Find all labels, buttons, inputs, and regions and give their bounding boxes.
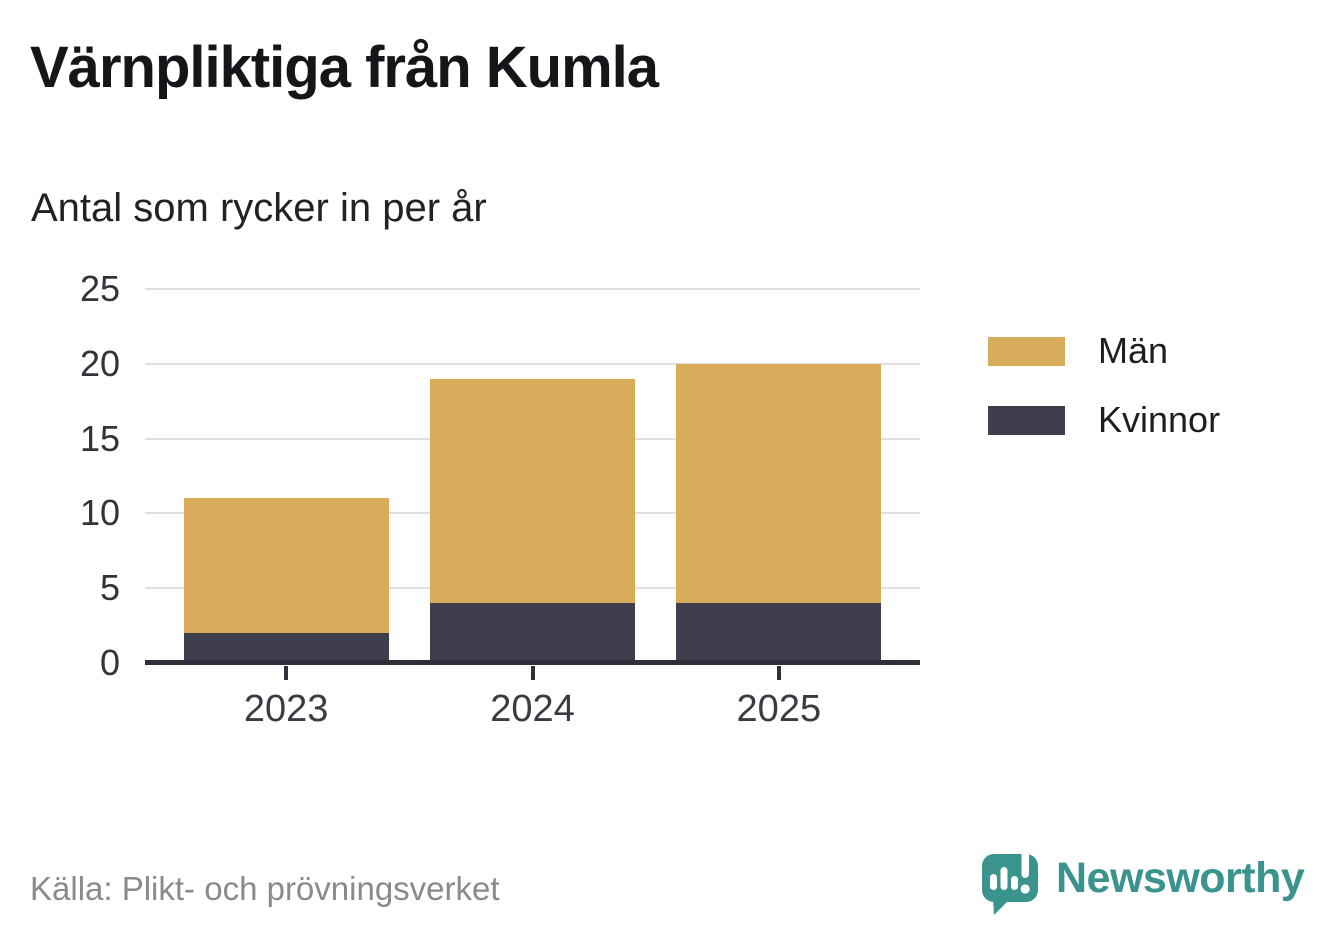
bar-2025-kvinnor [676,603,882,663]
x-tick-label-2024: 2024 [490,688,575,730]
x-tick-2023 [284,666,289,680]
gridline-20 [145,362,920,365]
source-note: Källa: Plikt- och prövningsverket [30,870,500,907]
y-tick-label-10: 10 [79,492,120,534]
legend-swatch-män [988,336,1065,366]
brand-name: Newsworthy [1056,853,1305,902]
bar-2024-kvinnor [430,603,635,663]
x-tick-label-2023: 2023 [243,688,329,730]
chart-subtitle: Antal som rycker in per år [31,186,487,230]
newsworthy-icon [982,847,1038,915]
legend-item-män: Män [988,330,1220,372]
legend-label-kvinnor: Kvinnor [1098,399,1221,440]
y-tick-label-15: 15 [79,417,120,459]
legend: Män Kvinnor [988,330,1220,468]
legend-label-män: Män [1098,330,1169,371]
gridline-25 [145,288,920,290]
brand-logo: Newsworthy [980,845,1305,915]
bar-2023-män [183,498,389,634]
plot-area [145,288,920,665]
legend-item-kvinnor: Kvinnor [988,399,1220,441]
bar-2023-kvinnor [183,633,389,663]
x-tick-2024 [530,666,535,680]
y-tick-label-5: 5 [99,567,120,609]
x-axis-line [145,660,920,665]
y-tick-label-20: 20 [79,342,120,384]
y-tick-label-25: 25 [79,268,120,309]
bar-2024-män [430,378,635,604]
y-tick-label-0: 0 [99,642,120,683]
chart-title: Värnpliktiga från Kumla [30,35,659,100]
x-tick-2025 [776,666,781,680]
x-tick-label-2025: 2025 [736,688,822,730]
bar-2025-män [676,363,882,604]
legend-swatch-kvinnor [988,405,1065,435]
